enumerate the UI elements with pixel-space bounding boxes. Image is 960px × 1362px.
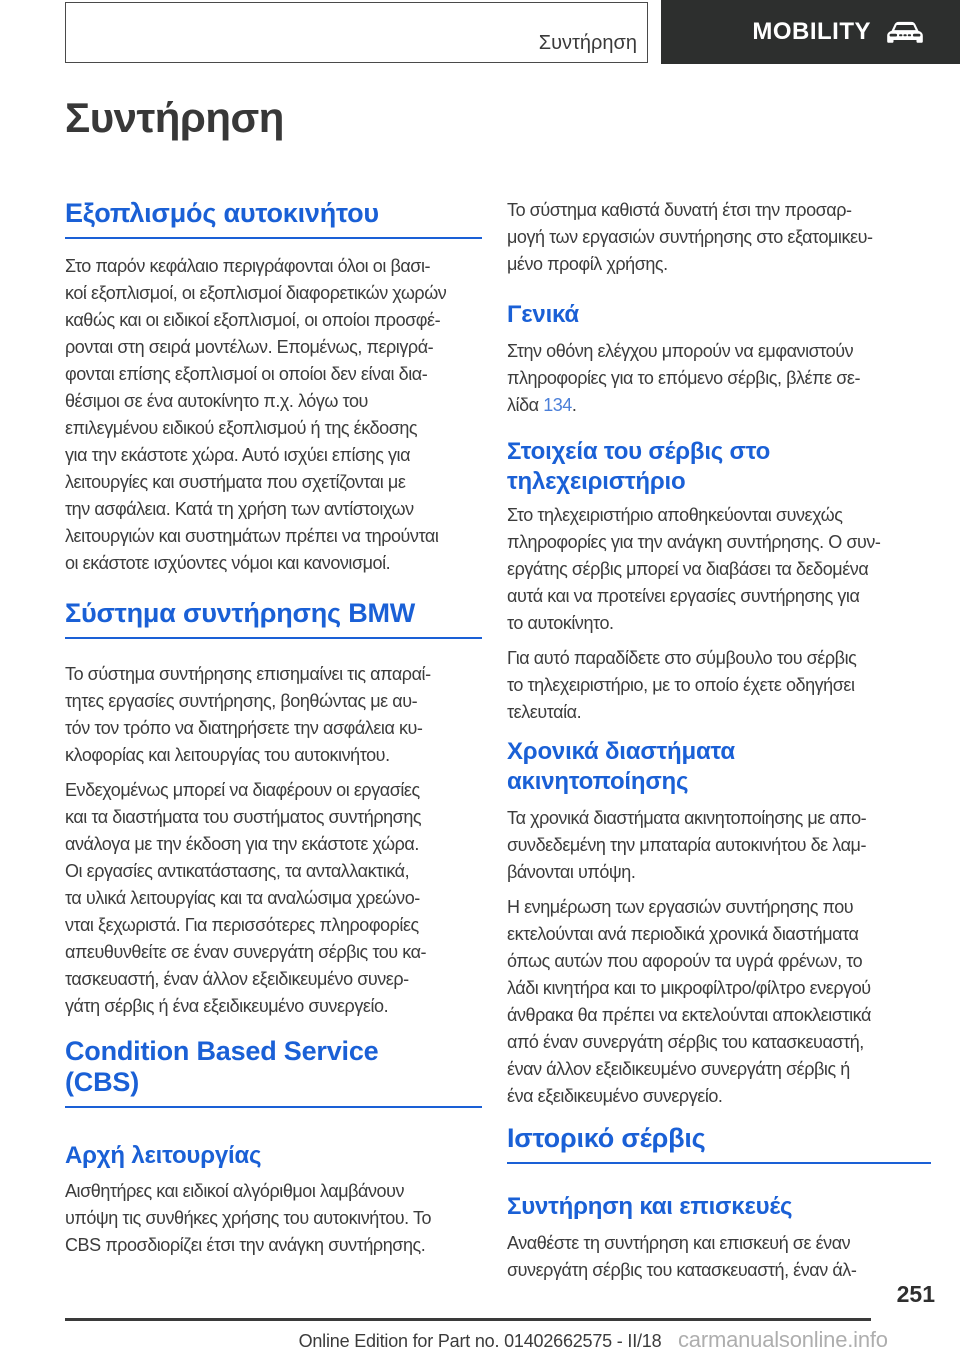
paragraph-maintenance-system-2: Ενδεχομένως μπορεί να διαφέρουν οι εργασ… (65, 780, 427, 1016)
watermark-text: carmanualsonline.info (678, 1327, 888, 1352)
paragraph-service-data-2: Για αυτό παραδίδετε στο σύμβουλο του σέρ… (507, 648, 857, 722)
paragraph-profile-adaptation: Το σύστημα καθιστά δυνατή έτσι την προσα… (507, 200, 873, 274)
footer-divider (65, 1318, 871, 1321)
paragraph-operating-principle: Αισθητήρες και ειδικοί αλγόριθμοι λαμβάν… (65, 1181, 432, 1255)
heading-condition-based-service: Condition Based Service (CBS) (65, 1036, 482, 1108)
paragraph-standstill-1: Τα χρονικά διαστήματα ακινητοποίησης με … (507, 808, 867, 882)
subheading-operating-principle: Αρχή λειτουργίας (65, 1142, 262, 1169)
page-title: Συντήρηση (65, 94, 284, 141)
edition-note: Online Edition for Part no. 01402662575 … (298, 1331, 662, 1351)
section-tab-mobility: MOBILITY (661, 0, 960, 64)
running-header-title: Συντήρηση (538, 32, 637, 54)
right-column: Το σύστημα καθιστά δυνατή έτσι την προσα… (507, 95, 931, 1284)
main-content: Συντήρηση Εξοπλισμός αυτοκινήτου Στο παρ… (65, 95, 931, 1284)
subheading-service-data-remote: Στοιχεία του σέρβις στο τηλεχειριστήριο (507, 438, 771, 495)
running-header-box: Συντήρηση (65, 2, 648, 63)
paragraph-standstill-2: Η ενημέρωση των εργασιών συντήρησης που … (507, 897, 871, 1106)
heading-bmw-maintenance-system: Σύστημα συντήρησης BMW (65, 598, 482, 639)
paragraph-maintenance-system-1: Το σύστημα συντήρησης επισημαίνει τις απ… (65, 664, 431, 765)
page-number: 251 (896, 1281, 935, 1307)
page-reference-link[interactable]: 134 (543, 395, 572, 415)
car-front-icon (886, 19, 924, 46)
subheading-general: Γενικά (507, 301, 579, 328)
heading-vehicle-equipment: Εξοπλισμός αυτοκινήτου (65, 198, 482, 239)
subheading-standstill-periods: Χρονικά διαστήματα ακινητοποίησης (507, 738, 735, 795)
paragraph-general-text: Στην οθόνη ελέγχου μπορούν να εμφανιστού… (507, 341, 860, 415)
section-label: MOBILITY (752, 18, 871, 45)
left-column: Συντήρηση Εξοπλισμός αυτοκινήτου Στο παρ… (65, 95, 482, 1284)
paragraph-general-period: . (571, 395, 577, 415)
paragraph-general: Στην οθόνη ελέγχου μπορούν να εμφανιστού… (507, 338, 931, 419)
heading-service-history: Ιστορικό σέρβις (507, 1123, 931, 1164)
paragraph-maintenance-and-repairs: Αναθέστε τη συντήρηση και επισκευή σε έν… (507, 1233, 857, 1280)
paragraph-service-data-1: Στο τηλεχειριστήριο αποθηκεύονται συνεχώ… (507, 505, 881, 633)
subheading-maintenance-and-repairs: Συντήρηση και επισκευές (507, 1193, 793, 1220)
paragraph-vehicle-equipment: Στο παρόν κεφάλαιο περιγράφονται όλοι οι… (65, 256, 447, 573)
